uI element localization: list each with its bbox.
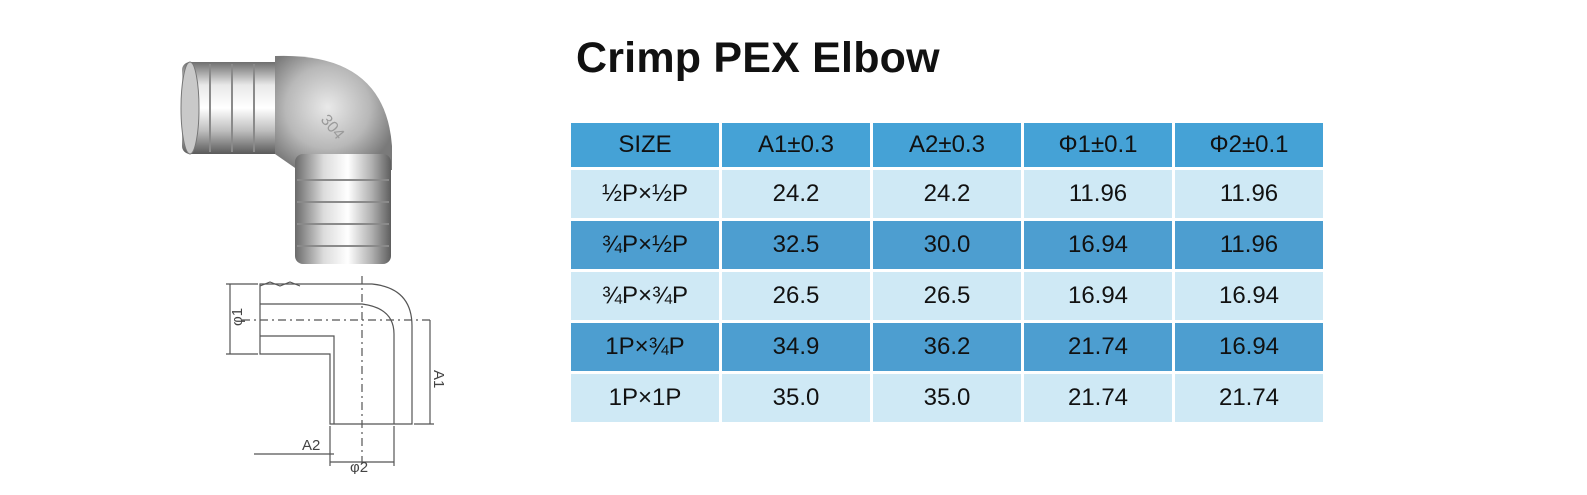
header-phi2: Φ2±0.1 [1175,123,1323,167]
page-title: Crimp PEX Elbow [576,34,940,82]
cell-a1: 24.2 [722,170,870,218]
header-size: SIZE [571,123,719,167]
header-a2: A2±0.3 [873,123,1021,167]
cell-phi1: 11.96 [1024,170,1172,218]
header-a1: A1±0.3 [722,123,870,167]
cell-phi1: 21.74 [1024,323,1172,371]
cell-phi1: 21.74 [1024,374,1172,422]
label-a1: A1 [430,370,447,388]
table-row: ½P×½P 24.2 24.2 11.96 11.96 [571,170,1323,218]
cell-phi1: 16.94 [1024,272,1172,320]
cell-size: ¾P×¾P [571,272,719,320]
cell-size: 1P×¾P [571,323,719,371]
spec-table: SIZE A1±0.3 A2±0.3 Φ1±0.1 Φ2±0.1 ½P×½P 2… [568,120,1326,425]
cell-phi2: 11.96 [1175,221,1323,269]
cell-a1: 34.9 [722,323,870,371]
cell-a2: 26.5 [873,272,1021,320]
elbow-product-photo: 304 [180,55,392,264]
cell-size: 1P×1P [571,374,719,422]
cell-a2: 35.0 [873,374,1021,422]
cell-a1: 35.0 [722,374,870,422]
table-header-row: SIZE A1±0.3 A2±0.3 Φ1±0.1 Φ2±0.1 [571,123,1323,167]
table-row: ¾P×¾P 26.5 26.5 16.94 16.94 [571,272,1323,320]
cell-phi2: 16.94 [1175,272,1323,320]
table-row: ¾P×½P 32.5 30.0 16.94 11.96 [571,221,1323,269]
cell-a2: 30.0 [873,221,1021,269]
cell-phi1: 16.94 [1024,221,1172,269]
header-phi1: Φ1±0.1 [1024,123,1172,167]
cell-a1: 26.5 [722,272,870,320]
cell-a2: 24.2 [873,170,1021,218]
label-phi2: φ2 [350,459,368,474]
table-row: 1P×¾P 34.9 36.2 21.74 16.94 [571,323,1323,371]
cell-size: ½P×½P [571,170,719,218]
elbow-technical-drawing: φ1 A1 A2 φ2 [226,276,447,474]
cell-a2: 36.2 [873,323,1021,371]
label-phi1: φ1 [229,308,246,326]
cell-phi2: 21.74 [1175,374,1323,422]
cell-size: ¾P×½P [571,221,719,269]
cell-phi2: 16.94 [1175,323,1323,371]
table-row: 1P×1P 35.0 35.0 21.74 21.74 [571,374,1323,422]
label-a2: A2 [302,437,320,454]
cell-a1: 32.5 [722,221,870,269]
cell-phi2: 11.96 [1175,170,1323,218]
